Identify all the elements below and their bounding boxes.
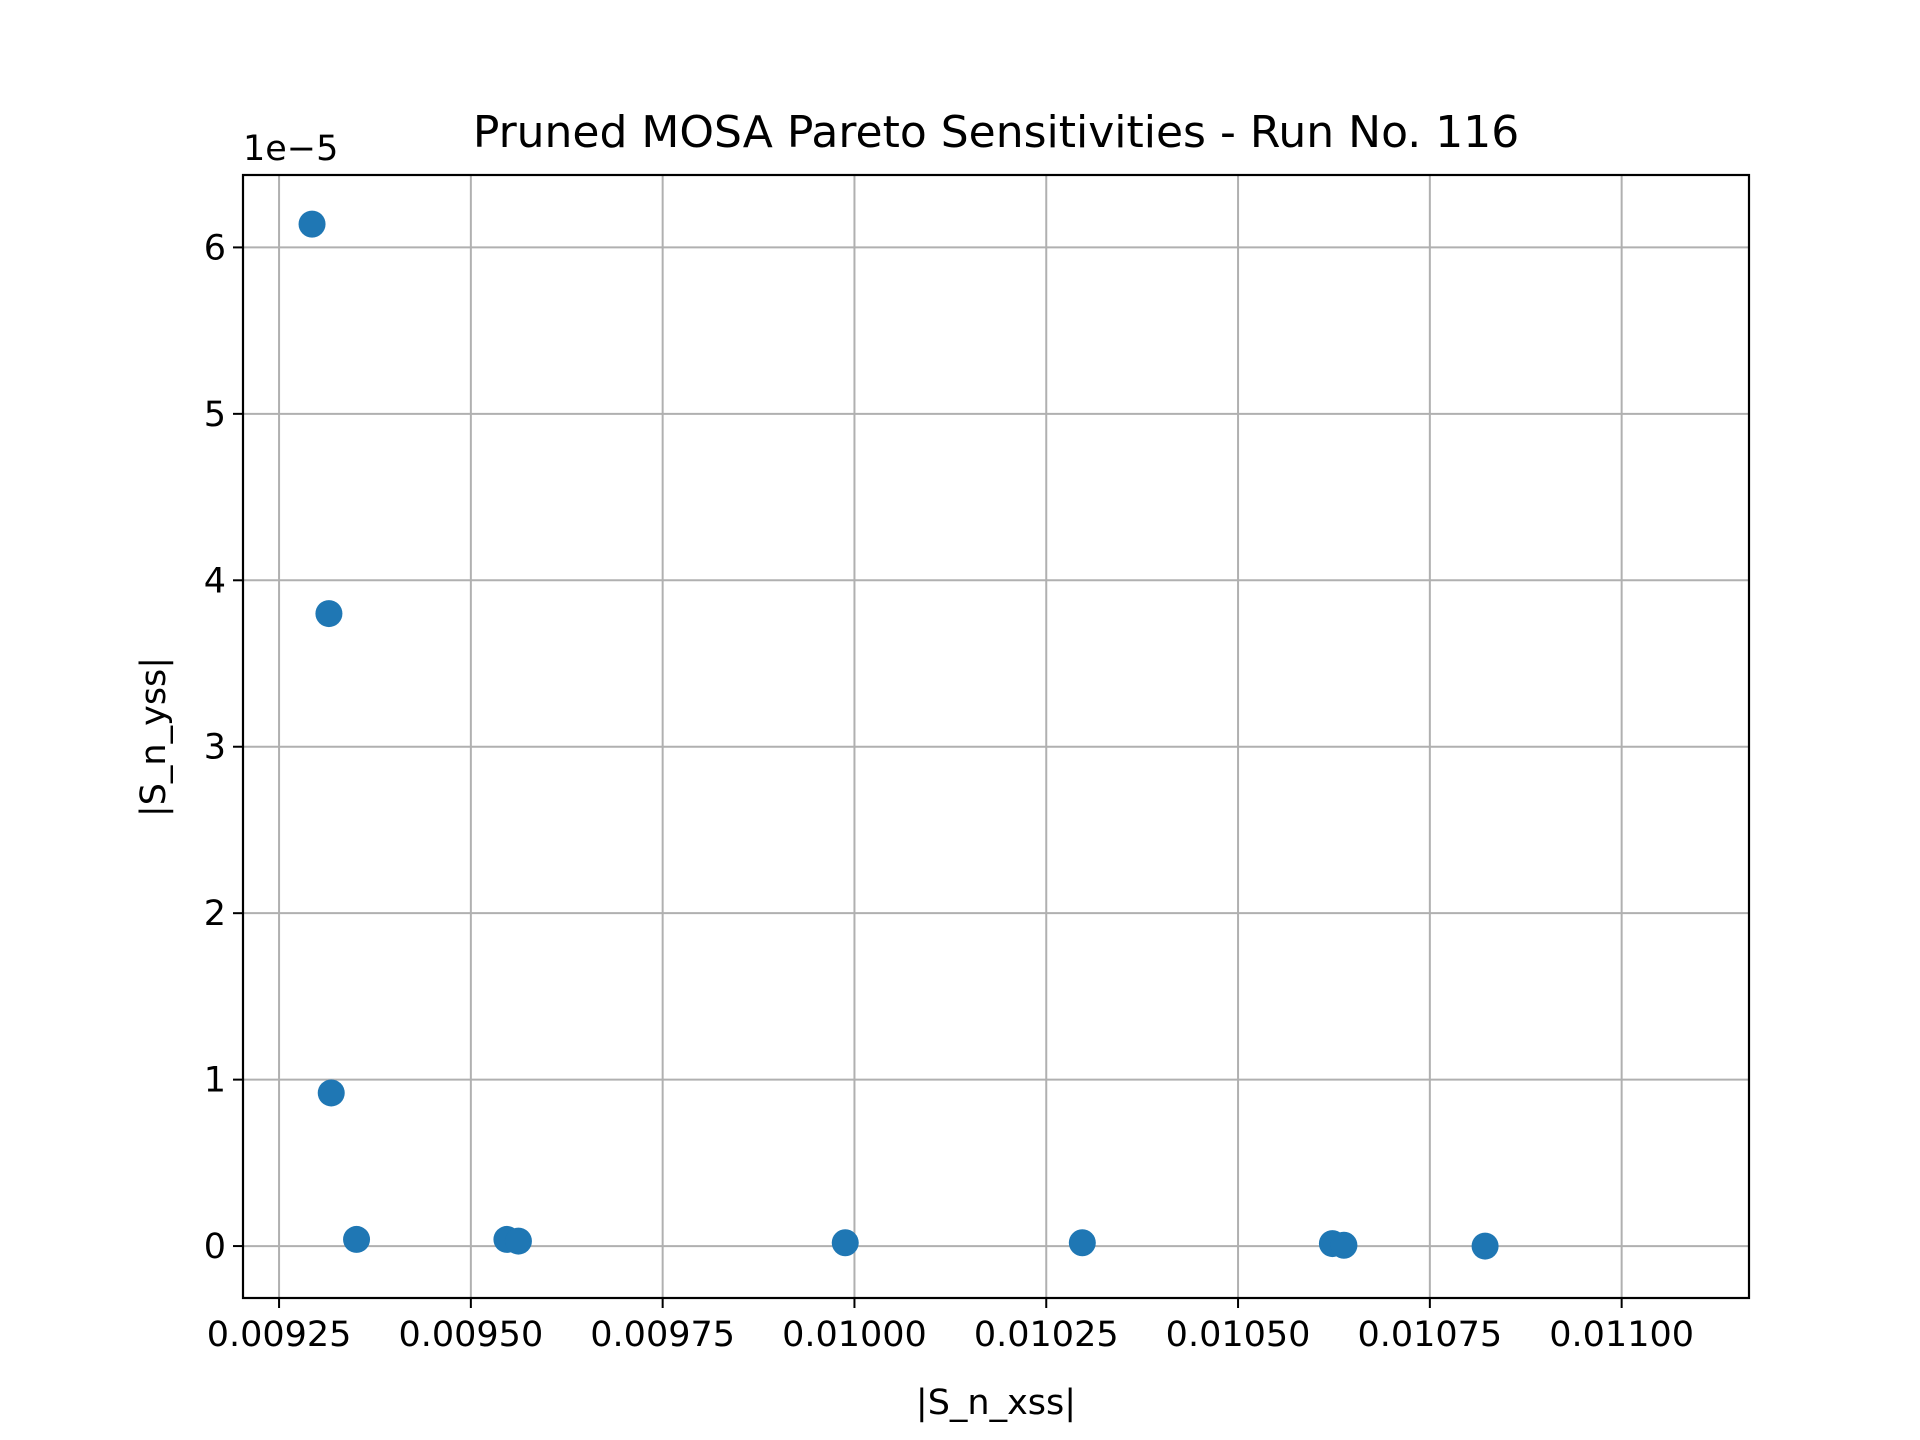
x-tick-label: 0.00975 bbox=[590, 1315, 735, 1355]
x-tick-label: 0.01075 bbox=[1357, 1315, 1502, 1355]
chart-title: Pruned MOSA Pareto Sensitivities - Run N… bbox=[473, 107, 1519, 158]
y-tick-label: 5 bbox=[204, 395, 226, 435]
y-offset-label: 1e−5 bbox=[243, 129, 338, 169]
x-tick-label: 0.01050 bbox=[1166, 1315, 1311, 1355]
x-tick-label: 0.00925 bbox=[207, 1315, 352, 1355]
x-tick-label: 0.01000 bbox=[782, 1315, 927, 1355]
y-tick-label: 3 bbox=[204, 728, 226, 768]
scatter-point bbox=[1330, 1231, 1358, 1259]
scatter-point bbox=[1471, 1232, 1499, 1260]
y-tick-label: 6 bbox=[204, 228, 226, 268]
scatter-point bbox=[504, 1227, 532, 1255]
y-axis-label: |S_n_yss| bbox=[134, 657, 174, 817]
y-tick-label: 4 bbox=[204, 561, 226, 601]
data-points bbox=[298, 210, 1499, 1260]
scatter-point bbox=[1068, 1229, 1096, 1257]
scatter-point bbox=[343, 1225, 371, 1253]
y-tick-label: 1 bbox=[204, 1061, 226, 1101]
y-tick-label: 0 bbox=[204, 1227, 226, 1267]
y-axis-ticks: 0 1 2 3 4 5 6 bbox=[204, 228, 243, 1267]
grid-lines bbox=[243, 175, 1749, 1298]
scatter-point bbox=[315, 600, 343, 628]
x-tick-label: 0.01025 bbox=[974, 1315, 1119, 1355]
scatter-point bbox=[317, 1079, 345, 1107]
x-axis-ticks: 0.00925 0.00950 0.00975 0.01000 0.01025 0.010… bbox=[207, 1298, 1694, 1355]
x-axis-label: |S_n_xss| bbox=[916, 1383, 1076, 1423]
scatter-point bbox=[298, 210, 326, 238]
plot-frame bbox=[241, 173, 1751, 1300]
x-tick-label: 0.00950 bbox=[398, 1315, 543, 1355]
x-tick-label: 0.01100 bbox=[1549, 1315, 1694, 1355]
plot-area bbox=[243, 175, 1749, 1298]
scatter-point bbox=[831, 1229, 859, 1257]
y-tick-label: 2 bbox=[204, 894, 226, 934]
